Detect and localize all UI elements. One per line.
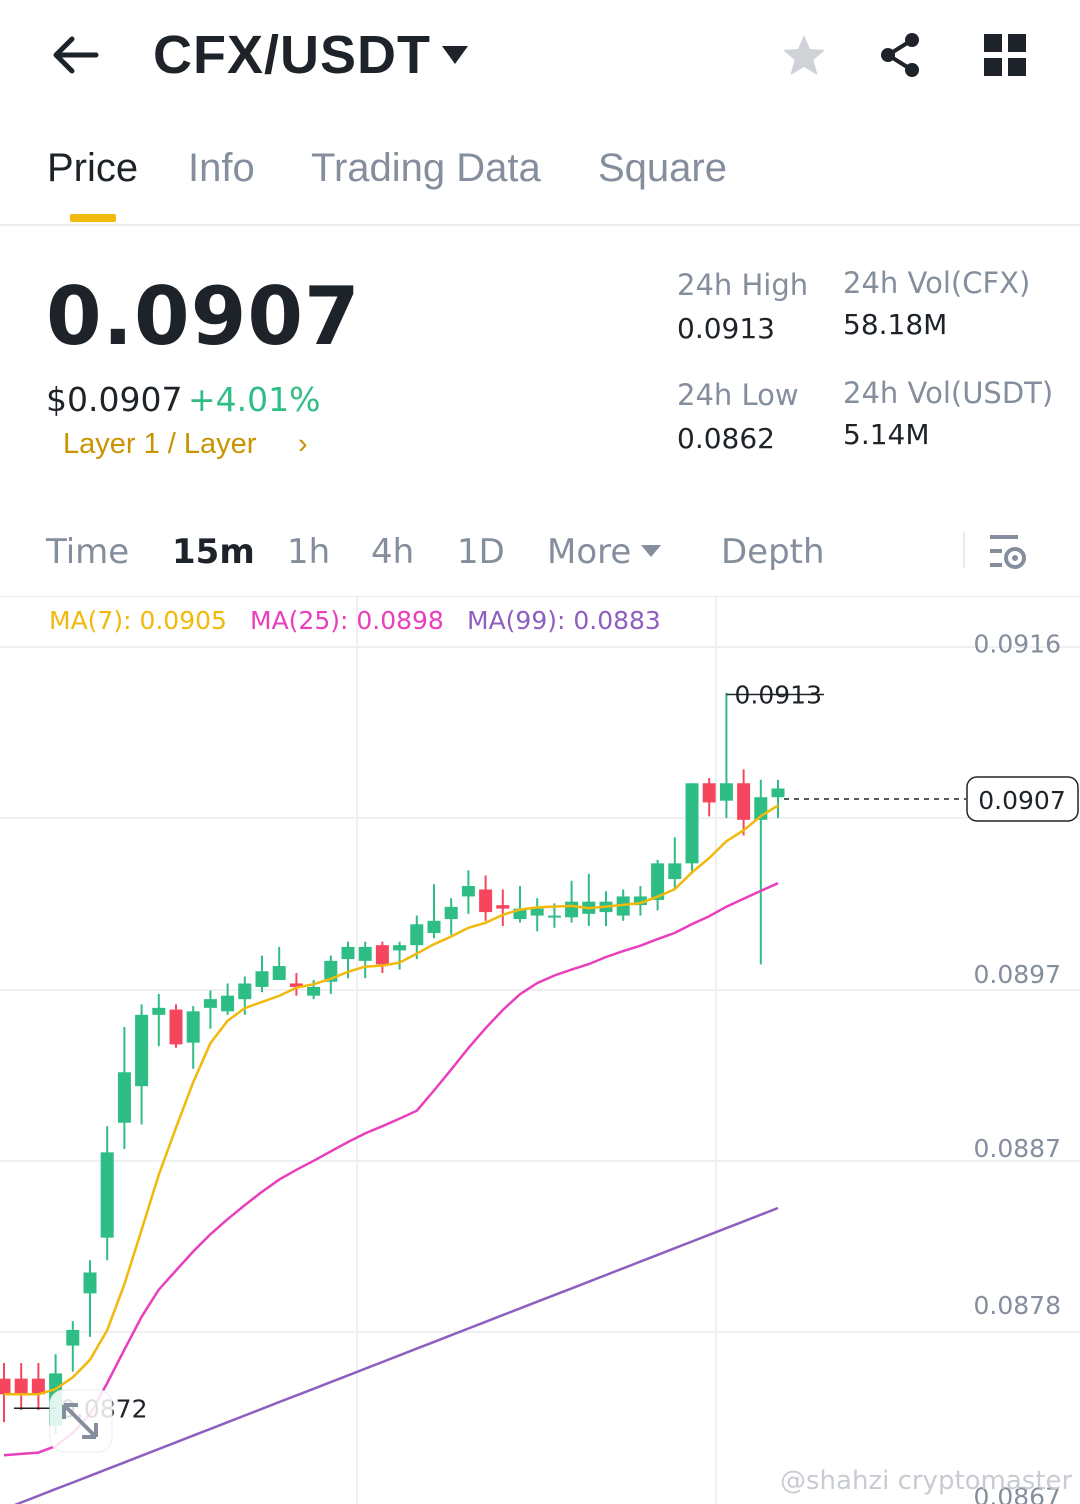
candle [83,1272,97,1294]
price-axis-tick: 0.0897 [974,960,1061,989]
price-axis-tick: 0.0916 [974,629,1061,658]
candle [668,863,682,880]
candle [633,896,647,906]
candle [530,908,544,916]
candle [547,915,561,918]
candle [14,1378,28,1395]
active-tab-indicator [70,214,116,222]
vol-base-value: 58.18M [843,308,948,341]
candlestick-chart[interactable]: 0.09160.08970.08870.08780.08670.09130.08… [0,597,1080,1504]
candle [289,983,303,987]
candle [307,986,321,996]
current-price-label: 0.0907 [978,786,1065,815]
candle [479,889,493,913]
ma7-label: MA(7): 0.0905 [49,606,227,635]
price-axis-tick: 0.0878 [974,1291,1061,1320]
category-tag[interactable]: Layer 1 / Layer [63,428,257,460]
interval-1h[interactable]: 1h [287,532,331,572]
candle [444,906,458,920]
candle [169,1009,183,1045]
divider [963,532,965,568]
candle [719,783,733,801]
candle [135,1014,149,1087]
tab-trading-data[interactable]: Trading Data [311,146,541,190]
vol-base-label: 24h Vol(CFX) [843,266,1031,300]
high-label: 24h High [677,268,809,302]
expand-icon[interactable] [49,1389,113,1453]
price-change-percent: +4.01% [188,380,321,419]
candle [272,966,286,980]
vol-quote-label: 24h Vol(USDT) [843,376,1054,410]
back-arrow-icon[interactable] [50,30,100,80]
candle [152,1007,166,1015]
candle [358,946,372,961]
ma25-line [3,882,779,1457]
candle [771,788,785,798]
more-caret-down-icon[interactable] [640,544,662,558]
share-icon[interactable] [876,30,926,80]
candle [702,783,716,803]
tab-price[interactable]: Price [47,146,139,190]
candle [221,995,235,1012]
high-marker-label: 0.0913 [735,680,822,709]
candle [0,1378,11,1395]
candle [685,783,699,864]
candle [513,908,527,920]
ma7-line [4,804,779,1396]
pair-title[interactable]: CFX/USDT [153,25,431,85]
candle [238,983,252,1000]
tab-square[interactable]: Square [598,146,727,190]
candle [393,945,407,951]
candle [255,971,269,987]
chart-settings-icon[interactable] [988,532,1028,572]
top-bar: CFX/USDT [0,0,1080,115]
interval-bar: Time 15m 1h 4h 1D More Depth [0,520,1080,597]
candle [341,946,355,960]
interval-4h[interactable]: 4h [371,532,415,572]
interval-15m[interactable]: 15m [172,532,255,572]
candle [31,1378,45,1395]
ma99-line [13,1206,779,1504]
low-value: 0.0862 [677,422,775,455]
candle [427,920,441,933]
candle [410,924,424,946]
vol-quote-value: 5.14M [843,418,930,451]
ma99-label: MA(99): 0.0883 [467,606,661,635]
interval-more[interactable]: More [547,532,632,572]
candle [186,1011,200,1043]
caret-down-icon[interactable] [440,44,470,66]
tab-info[interactable]: Info [188,146,255,190]
grid-icon[interactable] [984,34,1026,76]
candle [203,999,217,1008]
last-price: 0.0907 [46,270,361,363]
interval-time[interactable]: Time [46,532,130,572]
candle [461,885,475,897]
page-tabs: Price Info Trading Data Square [0,140,1080,226]
interval-1d[interactable]: 1D [457,532,505,572]
candle [375,945,389,965]
candle [651,863,665,900]
candle [100,1152,114,1238]
price-axis-tick: 0.0887 [974,1134,1061,1163]
current-price-badge [966,776,1079,822]
candle [737,783,751,820]
low-label: 24h Low [677,378,799,412]
candle [117,1072,131,1123]
price-axis-tick: 0.0867 [974,1482,1061,1504]
star-icon[interactable] [780,32,828,80]
candle [496,905,510,909]
chevron-right-icon[interactable]: › [298,428,308,460]
candle [66,1329,80,1346]
candle [565,901,579,918]
ma25-label: MA(25): 0.0898 [250,606,444,635]
watermark-text: @shahzi cryptomaster [780,1466,1073,1496]
interval-depth[interactable]: Depth [721,532,825,572]
high-value: 0.0913 [677,312,775,345]
usd-price: $0.0907 [46,380,183,419]
